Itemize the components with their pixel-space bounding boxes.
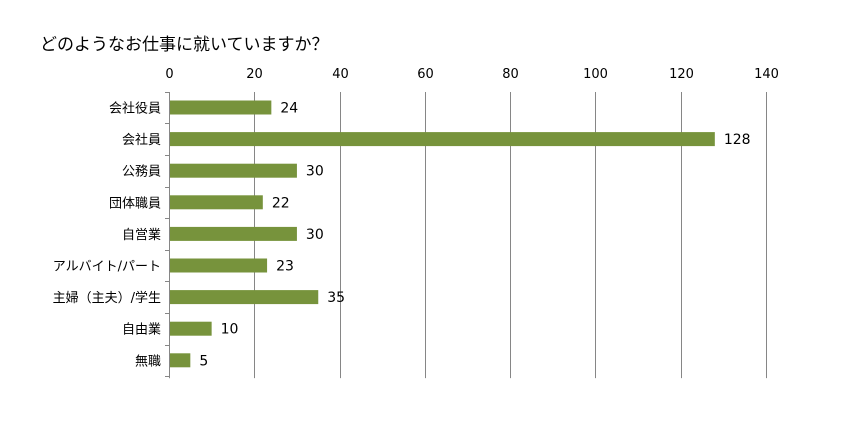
bar (170, 258, 268, 273)
bar (170, 132, 715, 147)
bar (170, 226, 297, 241)
category-label: 自由業 (122, 322, 161, 338)
bar (170, 163, 297, 178)
x-tick-label: 0 (165, 67, 173, 82)
category-label: 自営業 (122, 227, 161, 243)
data-label: 22 (272, 195, 290, 211)
x-axis-ticks: 0 20 40 60 80 100 120 140 (165, 67, 779, 82)
data-label: 30 (306, 227, 324, 243)
chart-title: どのようなお仕事に就いていますか？ (40, 35, 329, 55)
data-labels: 24 128 30 22 30 23 35 10 5 (199, 101, 750, 370)
x-tick-label: 100 (583, 67, 608, 82)
bar (170, 321, 212, 336)
bar (170, 353, 191, 368)
category-label: アルバイト/パート (53, 260, 161, 275)
data-label: 30 (306, 164, 324, 180)
bar (170, 290, 319, 305)
bar (170, 100, 272, 115)
data-label: 128 (724, 132, 751, 148)
data-label: 23 (276, 259, 294, 275)
data-label: 24 (280, 101, 298, 117)
category-label: 会社役員 (109, 101, 161, 117)
x-tick-label: 20 (246, 67, 263, 82)
x-tick-label: 80 (502, 67, 519, 82)
x-tick-label: 120 (669, 67, 694, 82)
x-tick-label: 60 (417, 67, 434, 82)
x-tick-label: 40 (332, 67, 349, 82)
category-label: 無職 (135, 354, 161, 369)
x-tick-label: 140 (754, 67, 779, 82)
data-label: 35 (327, 290, 345, 306)
category-label: 会社員 (122, 132, 161, 148)
data-label: 5 (199, 353, 208, 369)
category-label: 主婦（主夫）/学生 (53, 290, 161, 306)
gridlines (165, 92, 767, 379)
bars (170, 100, 715, 368)
category-label: 公務員 (122, 165, 161, 180)
bar (170, 195, 263, 210)
category-label: 団体職員 (109, 196, 161, 211)
data-label: 10 (221, 322, 239, 338)
